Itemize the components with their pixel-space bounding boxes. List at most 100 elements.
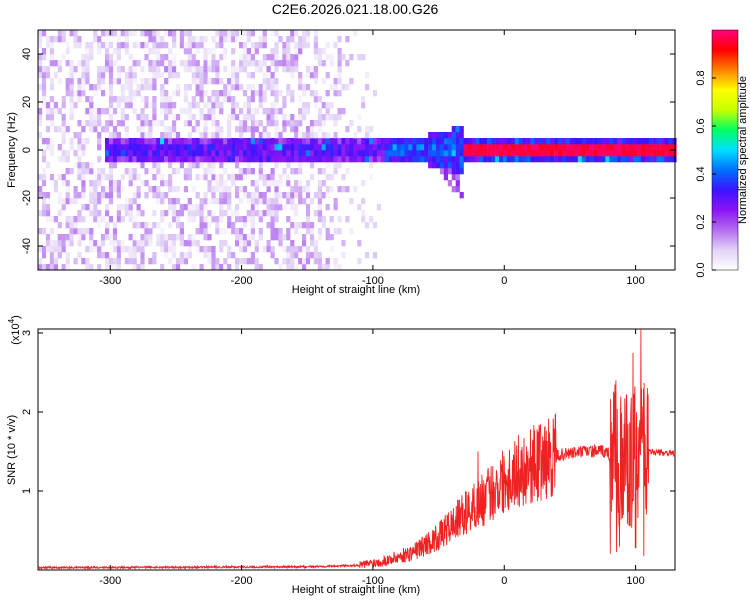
spectrogram-cell (239, 120, 244, 127)
spectrogram-cell (302, 234, 307, 241)
spectrogram-cell (424, 156, 429, 163)
snr-x-ticks: -300 -200 -100 0 100 (99, 329, 645, 587)
spectrogram-cell (156, 156, 161, 163)
spectrogram-cell (203, 138, 208, 145)
spectrogram-cell (108, 258, 114, 265)
spectrogram-cell (160, 60, 165, 67)
spectrogram-cell (325, 264, 330, 271)
spectrogram-cell (333, 264, 338, 271)
spectrogram-cell (89, 42, 94, 49)
spectrogram-cell (53, 240, 58, 247)
spectrogram-cell (227, 198, 232, 205)
spectrogram-cell (581, 144, 586, 151)
spectrogram-cell (298, 162, 303, 169)
spectrogram-cell (621, 144, 626, 151)
spectrogram-cell (317, 60, 322, 67)
spectrogram-cell (160, 90, 165, 97)
spectrogram-cell (361, 144, 366, 151)
spectrogram-cell (298, 36, 303, 43)
spectrogram-cell (207, 102, 212, 109)
spectrogram-cell (160, 54, 165, 61)
spectrogram-cell (577, 144, 582, 151)
spectrogram-cell (61, 114, 66, 121)
spectrogram-cell (38, 60, 43, 67)
spectrogram-cell (432, 156, 437, 163)
spectrogram-cell (211, 108, 216, 115)
spectrogram-cell (132, 156, 137, 163)
spectrogram-cell (317, 120, 322, 127)
spectrogram-cell (337, 54, 342, 61)
spectrogram-cell (187, 132, 192, 139)
spectrogram-cell (250, 168, 255, 175)
spectrogram-cell (81, 72, 86, 79)
spectrogram-cell (61, 54, 66, 61)
spectrogram-cell (309, 90, 315, 97)
spectrogram-cell (286, 138, 291, 145)
spectrogram-cell (286, 84, 291, 91)
spectrogram-cell (187, 30, 192, 37)
spectrogram-cell (116, 54, 121, 61)
spectrogram-cell (108, 186, 114, 193)
spectrogram-cell (219, 216, 224, 223)
spectrogram-cell (294, 222, 299, 229)
spectrogram-cell (636, 138, 642, 145)
spectrogram-cell (136, 42, 141, 49)
spectrogram-cell (38, 264, 43, 271)
spectrogram-cell (191, 264, 196, 271)
spectrogram-cell (41, 156, 47, 163)
spectrogram-cell (160, 102, 165, 109)
spectrogram-cell (432, 144, 437, 151)
y-tick-label: -20 (21, 190, 33, 206)
spectrogram-cell (73, 102, 78, 109)
spectrogram-cell (105, 48, 110, 55)
spectrogram-cell (172, 198, 177, 205)
spectrogram-cell (191, 72, 196, 79)
spectrogram-cell (577, 150, 582, 157)
spectrogram-cell (105, 258, 110, 265)
spectrogram-cell (475, 138, 480, 145)
spectrogram-cell (65, 234, 70, 241)
spectrogram-cell (254, 198, 259, 205)
spectrogram-cell (329, 216, 334, 223)
spectrogram-cell (93, 114, 98, 121)
spectrogram-cell (57, 246, 62, 253)
spectrogram-cell (140, 180, 145, 187)
spectrogram-cell (203, 204, 208, 211)
spectrogram-cell (266, 222, 271, 229)
spectrogram-cell (258, 42, 263, 49)
spectrogram-cell (69, 144, 74, 151)
spectrogram-cell (345, 156, 350, 163)
spectrogram-cell (89, 54, 94, 61)
spectrogram-cell (420, 156, 425, 163)
spectrogram-cell (290, 60, 295, 67)
spectrogram-cell (278, 192, 283, 199)
spectrogram-cell (203, 228, 208, 235)
spectrogram-cell (45, 240, 51, 247)
spectrogram-cell (108, 78, 114, 85)
spectrogram-cell (313, 30, 318, 37)
spectrogram-cell (242, 48, 248, 55)
spectrogram-cell (246, 84, 251, 91)
spectrogram-cell (38, 246, 43, 253)
spectrogram-cell (195, 66, 200, 73)
spectrogram-cell (325, 42, 330, 49)
spectrogram-cell (231, 150, 236, 157)
spectrogram-cell (172, 264, 177, 271)
spectrogram-cell (203, 90, 208, 97)
spectrogram-cell (246, 210, 251, 217)
spectrogram-cell (85, 246, 90, 253)
spectrogram-cell (175, 234, 181, 241)
spectrogram-cell (57, 60, 62, 67)
spectrogram-cell (274, 144, 279, 151)
spectrogram-cell (120, 66, 125, 73)
spectrogram-cell (49, 54, 54, 61)
spectrogram-cell (195, 126, 200, 133)
spectrogram-cell (538, 156, 543, 163)
spectrogram-cell (282, 66, 287, 73)
spectrogram-cell (562, 138, 567, 145)
spectrogram-cell (132, 144, 137, 151)
spectrogram-cell (305, 204, 311, 211)
spectrogram-cell (199, 138, 204, 145)
spectrogram-cell (443, 156, 448, 163)
spectrogram-cell (514, 144, 519, 151)
